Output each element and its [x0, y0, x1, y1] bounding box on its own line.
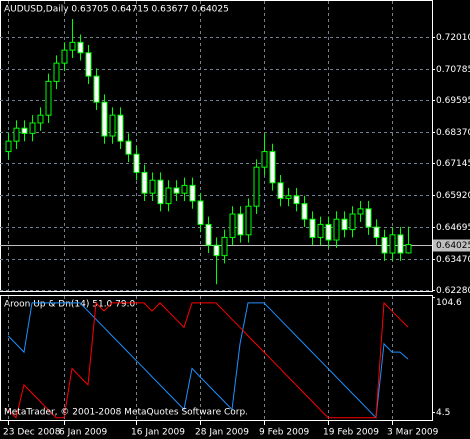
- candle-body: [373, 226, 380, 238]
- candle-body: [117, 114, 124, 142]
- candle-body: [253, 166, 260, 207]
- y-tick-label: 0.70785: [436, 65, 470, 75]
- candle-body: [61, 49, 68, 64]
- candle-body: [357, 208, 364, 215]
- candle-body: [349, 213, 356, 231]
- candle-body: [341, 218, 348, 231]
- candle-body: [29, 122, 36, 134]
- candle-body: [93, 75, 100, 103]
- candle-body: [245, 205, 252, 236]
- watermark: MetaTrader, © 2001-2008 MetaQuotes Softw…: [4, 408, 248, 418]
- candle-body: [141, 171, 148, 194]
- candle-body: [221, 236, 228, 257]
- candle-body: [269, 151, 276, 184]
- y-tick-label: 0.65920: [436, 191, 470, 201]
- indicator-title: Aroon Up & Dn(14) 51.0 79.0: [4, 300, 135, 310]
- candle-body: [205, 223, 212, 246]
- candle-body: [13, 127, 20, 142]
- candle-body: [213, 244, 220, 257]
- candle-body: [325, 223, 332, 241]
- y-tick-label: 0.63470: [436, 255, 470, 265]
- candle-body: [237, 213, 244, 236]
- candle-body: [85, 52, 92, 77]
- candle-body: [181, 184, 188, 194]
- x-tick-label: 6 Jan 2009: [59, 428, 107, 438]
- candle-body: [405, 244, 412, 254]
- aroon-line: [7, 302, 409, 419]
- candle-body: [133, 153, 140, 173]
- candle-body: [21, 127, 28, 134]
- candle-body: [157, 179, 164, 205]
- y-tick-label: 0.62280: [436, 286, 470, 296]
- x-tick-label: 23 Dec 2008: [3, 428, 61, 438]
- candle-body: [365, 208, 372, 228]
- y-tick-label: 0.64695: [436, 223, 470, 233]
- last-price-label: 0.64025: [436, 241, 470, 251]
- x-tick-label: 19 Feb 2009: [323, 428, 379, 438]
- candle-body: [197, 200, 204, 225]
- candle-body: [45, 80, 52, 116]
- candle-body: [301, 203, 308, 220]
- candle-body: [53, 62, 60, 82]
- candle-body: [173, 187, 180, 194]
- candle-body: [381, 236, 388, 254]
- candle-body: [77, 41, 84, 54]
- candle-body: [101, 101, 108, 137]
- candle-body: [261, 151, 268, 168]
- y-tick-label: 0.67145: [436, 159, 470, 169]
- candle-body: [309, 218, 316, 238]
- candle-body: [389, 234, 396, 254]
- candle-body: [397, 234, 404, 254]
- candle-body: [285, 195, 292, 199]
- x-tick-label: 3 Mar 2009: [387, 428, 439, 438]
- candle-body: [165, 187, 172, 205]
- y-tick-label: 0.69595: [436, 96, 470, 106]
- candle-body: [37, 114, 44, 124]
- candle-body: [277, 182, 284, 199]
- candle-body: [125, 140, 132, 155]
- main-pane: [0, 0, 433, 292]
- chart-title: AUDUSD,Daily 0.63705 0.64715 0.63677 0.6…: [4, 5, 229, 15]
- candle-body: [317, 223, 324, 238]
- candle-body: [333, 218, 340, 241]
- y-tick-label: 4.5: [436, 408, 450, 418]
- x-tick-label: 16 Jan 2009: [131, 428, 185, 438]
- x-tick-label: 9 Feb 2009: [259, 428, 310, 438]
- last-price-box: [433, 239, 470, 252]
- candle-body: [189, 184, 196, 202]
- y-tick-label: 104.6: [436, 298, 462, 308]
- candle-body: [149, 179, 156, 194]
- aroon-line: [7, 301, 409, 419]
- candle-body: [109, 114, 116, 137]
- x-tick-label: 28 Jan 2009: [195, 428, 249, 438]
- indicator-pane: [0, 295, 433, 421]
- y-tick-label: 0.68370: [436, 128, 470, 138]
- candle-body: [69, 41, 76, 51]
- candle-body: [229, 213, 236, 238]
- candle-body: [5, 140, 12, 153]
- candle-body: [293, 195, 300, 205]
- y-tick-label: 0.72010: [436, 33, 470, 43]
